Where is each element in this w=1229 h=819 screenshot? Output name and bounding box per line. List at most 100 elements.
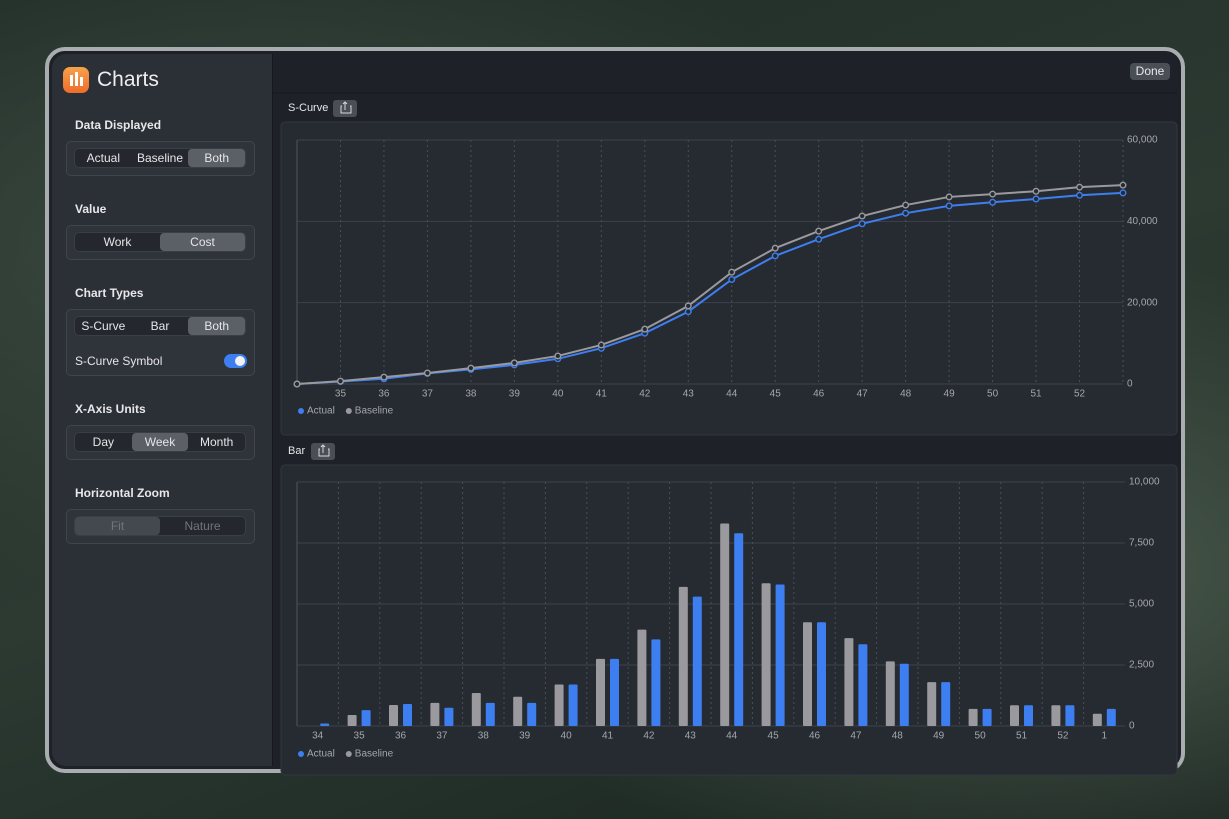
x-tick-label: 49 (933, 731, 945, 742)
data-point (293, 380, 301, 388)
bar (637, 629, 647, 726)
segment-option[interactable]: Both (188, 149, 246, 167)
x-tick-label: 45 (768, 731, 780, 742)
data-point (1076, 191, 1084, 199)
x-tick-label: 46 (813, 389, 825, 400)
data-point (684, 308, 692, 316)
x-tick-label: 47 (850, 731, 862, 742)
data-point (1076, 183, 1084, 191)
bar (1010, 705, 1019, 726)
x-tick-label: 37 (436, 731, 448, 742)
x-tick-label: 50 (987, 389, 999, 400)
segmented-control: Day Week Month (74, 432, 246, 452)
segment-option[interactable]: Day (92, 435, 114, 449)
segment-option: Fit (75, 517, 160, 535)
bar (596, 658, 605, 726)
bar (1051, 705, 1061, 726)
segment-option[interactable]: S-Curve (81, 319, 126, 333)
data-point (423, 369, 431, 377)
series-line (296, 184, 1124, 385)
section-label: X-Axis Units (75, 402, 146, 416)
toggle-knob (235, 356, 245, 366)
bar (678, 586, 688, 726)
x-tick-label: 42 (639, 389, 651, 400)
bar (899, 663, 909, 726)
bar (1106, 708, 1116, 726)
bar (692, 596, 702, 726)
bar (361, 710, 371, 726)
bar (403, 704, 412, 726)
bar (775, 584, 785, 726)
section-label: Chart Types (75, 286, 144, 300)
x-tick-label: 49 (944, 389, 956, 400)
bar (927, 682, 937, 726)
data-point (771, 244, 779, 252)
x-tick-label: 39 (509, 389, 521, 400)
x-tick-label: 44 (726, 389, 738, 400)
bar (734, 533, 744, 726)
y-tick-label: 10,000 (1129, 477, 1160, 488)
data-point (1119, 189, 1127, 197)
section-label: Data Displayed (75, 118, 162, 132)
x-tick-label: 39 (519, 731, 531, 742)
data-point (945, 202, 953, 210)
x-tick-label: 36 (395, 731, 407, 742)
data-point (1032, 187, 1040, 195)
bar (1024, 705, 1033, 726)
bar (320, 723, 330, 726)
x-tick-label: 43 (685, 731, 697, 742)
done-button[interactable]: Done (1130, 63, 1170, 80)
x-tick-label: 34 (312, 731, 324, 742)
data-point (684, 302, 692, 310)
bar (389, 705, 398, 726)
segment-option[interactable]: Both (188, 317, 246, 335)
x-tick-label: 45 (770, 389, 782, 400)
legend-label: Actual (307, 749, 335, 760)
x-tick-label: 37 (422, 389, 434, 400)
segmented-control: Actual Baseline Both (74, 148, 246, 168)
bar (568, 684, 578, 726)
data-point (815, 235, 823, 243)
x-tick-label: 46 (809, 731, 821, 742)
y-tick-label: 2,500 (1129, 660, 1154, 671)
segment-option[interactable]: Bar (150, 319, 170, 333)
x-tick-label: 51 (1030, 389, 1042, 400)
data-point (815, 227, 823, 235)
x-tick-label: 35 (354, 731, 366, 742)
segment-option[interactable]: Cost (160, 233, 245, 251)
segmented-control: Work Cost (74, 232, 246, 252)
bar (968, 708, 978, 726)
legend-swatch (298, 751, 304, 757)
x-tick-label: 43 (683, 389, 695, 400)
x-tick-label: 42 (643, 731, 655, 742)
bar (885, 661, 895, 726)
icon-bars (70, 72, 83, 86)
segment-option[interactable]: Work (103, 235, 132, 249)
legend-swatch (298, 408, 304, 414)
segment-option[interactable]: Baseline (136, 151, 184, 165)
x-tick-label: 40 (552, 389, 564, 400)
x-tick-label: 35 (335, 389, 347, 400)
data-point (1032, 195, 1040, 203)
x-tick-label: 52 (1057, 731, 1069, 742)
y-tick-label: 7,500 (1129, 538, 1154, 549)
bar (844, 638, 854, 726)
bar (761, 583, 771, 726)
bar (941, 682, 951, 726)
segment-option[interactable]: Week (131, 433, 189, 451)
bar (444, 707, 454, 726)
data-point (597, 341, 605, 349)
bar (610, 658, 619, 726)
x-tick-label: 47 (857, 389, 869, 400)
segment-option[interactable]: Actual (86, 151, 121, 165)
x-tick-label: 50 (975, 731, 987, 742)
bar (1092, 713, 1102, 726)
x-tick-label: 38 (478, 731, 490, 742)
bar (858, 644, 868, 726)
data-point (902, 201, 910, 209)
bar (347, 715, 357, 726)
bar (817, 622, 826, 726)
data-point (728, 268, 736, 276)
segment-option[interactable]: Month (200, 435, 234, 449)
data-point (467, 364, 475, 372)
